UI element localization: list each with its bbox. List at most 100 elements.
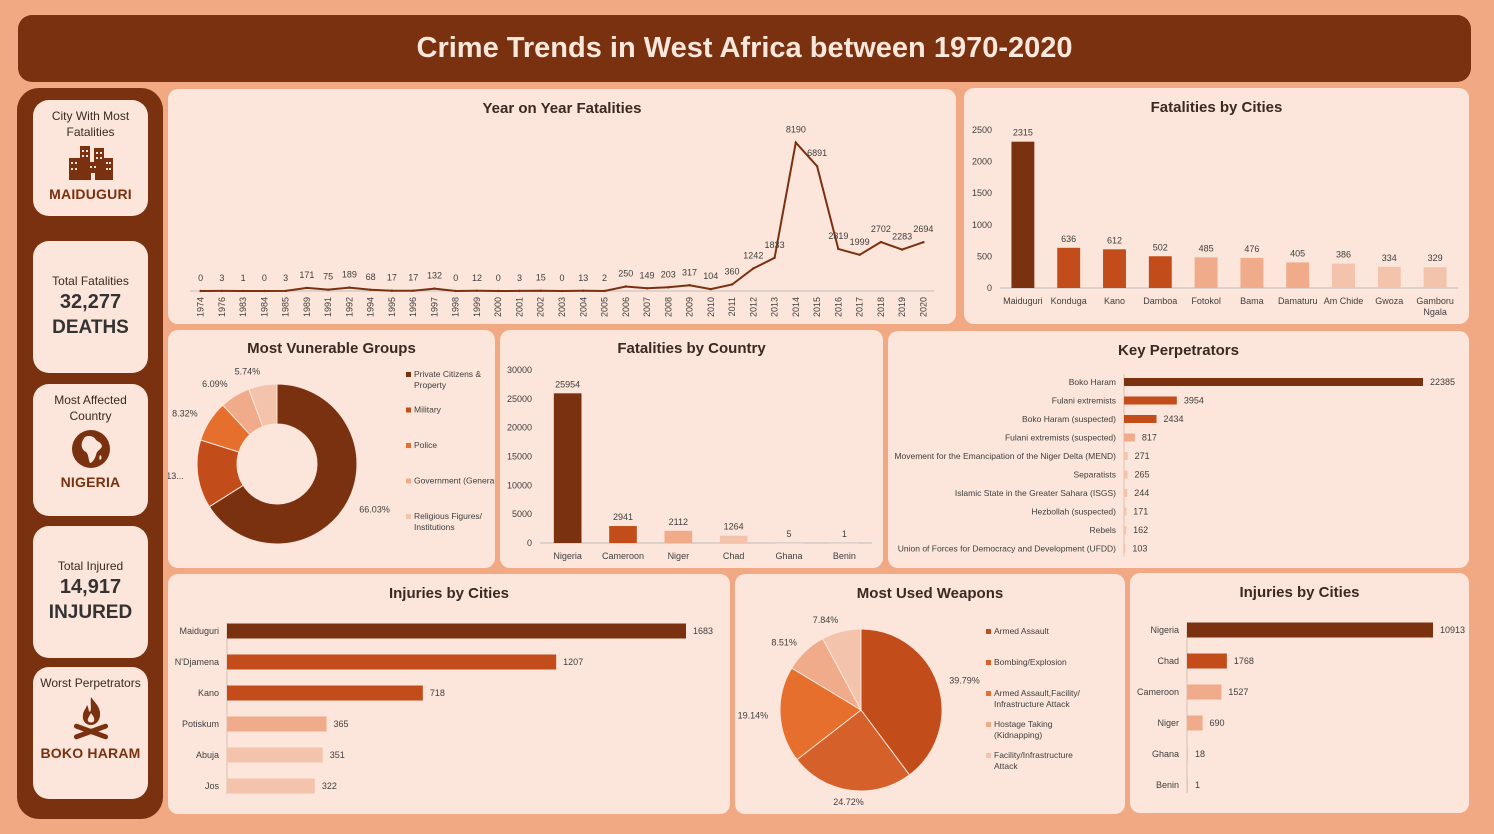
bar	[227, 654, 557, 670]
legend-swatch	[406, 443, 411, 448]
yoy-point	[454, 289, 457, 293]
legend-swatch	[986, 691, 991, 696]
yoy-tick-label: 1991	[323, 297, 333, 317]
inj-cities-chart-title: Injuries by Cities	[388, 585, 510, 602]
bar-data-label: 322	[322, 781, 337, 791]
bar-data-label: 22385	[1430, 377, 1455, 387]
bar	[1103, 249, 1126, 288]
bar-data-label: 1207	[563, 657, 583, 667]
yoy-tick-label: 1989	[302, 297, 312, 317]
yoy-data-label: 317	[682, 267, 697, 277]
category-label: Maiduguri	[1003, 296, 1043, 306]
bar	[1124, 489, 1128, 497]
bar	[227, 623, 686, 639]
yoy-data-label: 12	[472, 273, 482, 283]
kpi-fatalities-number: 32,277	[59, 291, 122, 313]
category-label: Fulani extremists (suspected)	[1005, 433, 1116, 443]
bar-data-label: 485	[1199, 243, 1214, 253]
bar	[227, 716, 327, 732]
bar-data-label: 612	[1107, 235, 1122, 245]
category-label: Rebels	[1090, 525, 1116, 535]
yoy-data-label: 149	[640, 270, 655, 280]
yoy-point	[241, 289, 245, 293]
y-tick-label: 15000	[507, 452, 532, 462]
perps-chart-title: Key Perpetrators	[1118, 342, 1239, 359]
bar	[664, 530, 693, 543]
yoy-data-label: 1999	[850, 237, 870, 247]
yoy-tick-label: 1996	[408, 297, 418, 317]
category-label: Jos	[205, 781, 220, 791]
bar	[1187, 684, 1222, 700]
yoy-tick-label: 1992	[344, 297, 354, 317]
yoy-data-label: 203	[661, 269, 676, 279]
yoy-data-label: 6891	[807, 148, 827, 158]
category-label: Ghana	[775, 551, 802, 561]
yoy-data-label: 0	[262, 273, 267, 283]
pie-data-label: 7.84%	[813, 615, 839, 625]
dashboard-title: Crime Trends in West Africa between 1970…	[416, 32, 1073, 64]
category-label: Chad	[723, 551, 745, 561]
bar	[1187, 653, 1227, 669]
y-tick-label: 0	[987, 283, 992, 293]
y-tick-label: 5000	[512, 509, 532, 519]
kpi-injured-number: 14,917	[59, 576, 122, 598]
bar-data-label: 351	[330, 750, 345, 760]
bar	[1124, 470, 1128, 479]
injuries-country-panel: Injuries by Cities 10913 Nigeria 1768 Chad 1…	[1130, 573, 1469, 813]
pie-data-label: 8.51%	[771, 638, 797, 648]
bar-data-label: 244	[1134, 488, 1149, 498]
yoy-tick-label: 1997	[429, 297, 439, 317]
legend-swatch	[406, 514, 411, 519]
category-label: Cameroon	[602, 551, 644, 561]
y-tick-label: 1500	[972, 188, 992, 198]
globe-icon	[33, 428, 148, 470]
pie-data-label: 6.09%	[202, 379, 228, 389]
category-label: Boko Haram (suspected)	[1022, 414, 1116, 424]
yoy-tick-label: 1995	[387, 297, 397, 317]
yoy-point	[688, 284, 691, 287]
pie-data-label: 66.03%	[359, 504, 390, 514]
bar	[553, 393, 582, 543]
bar-data-label: 2941	[613, 512, 633, 522]
yoy-data-label: 360	[725, 266, 740, 276]
bar-data-label: 10913	[1440, 625, 1465, 635]
yoy-point	[284, 289, 287, 293]
yoy-tick-label: 2011	[727, 297, 737, 316]
bar-data-label: 1264	[724, 522, 744, 532]
pie-slice	[208, 383, 358, 545]
bar-data-label: 25954	[555, 379, 580, 389]
bar-data-label: 1	[1195, 780, 1200, 790]
yoy-tick-label: 1974	[196, 297, 206, 317]
y-tick-label: 2500	[972, 125, 992, 135]
category-label: Nigeria	[1150, 625, 1179, 635]
yoy-point	[433, 287, 436, 290]
legend-label: Government (General)	[414, 476, 495, 486]
bar-data-label: 476	[1244, 244, 1259, 254]
yoy-data-label: 250	[618, 268, 633, 278]
category-label: Cameroon	[1137, 687, 1179, 697]
bar	[830, 542, 859, 544]
y-tick-label: 30000	[507, 365, 532, 375]
inj-country-bar-chart: 10913 Nigeria 1768 Chad 1527 Cameroon 690 Niger…	[1137, 622, 1465, 793]
bar	[1124, 507, 1127, 516]
yoy-data-label: 17	[387, 273, 397, 283]
yoy-data-label: 3	[219, 273, 224, 283]
kpi-country-value: NIGERIA	[60, 474, 121, 490]
yoy-point	[348, 286, 351, 289]
category-label: Damboa	[1143, 296, 1177, 306]
yoy-tick-label: 2010	[706, 297, 716, 317]
category-label: Benin	[1156, 780, 1179, 790]
yoy-data-label: 1833	[765, 240, 785, 250]
bar-data-label: 103	[1132, 544, 1147, 554]
yoy-data-label: 75	[323, 272, 333, 282]
category-label: Union of Forces for Democracy and Develo…	[898, 544, 1116, 554]
yoy-tick-label: 2017	[855, 297, 865, 317]
category-label: Am Chide	[1324, 296, 1364, 306]
yoy-point	[497, 289, 500, 293]
yoy-data-label: 68	[366, 272, 376, 282]
bar	[1187, 746, 1188, 762]
yoy-series-line	[200, 140, 924, 293]
yoy-point	[412, 289, 415, 292]
yoy-tick-label: 2016	[833, 297, 843, 317]
pie-data-label: 19.14%	[738, 710, 769, 720]
